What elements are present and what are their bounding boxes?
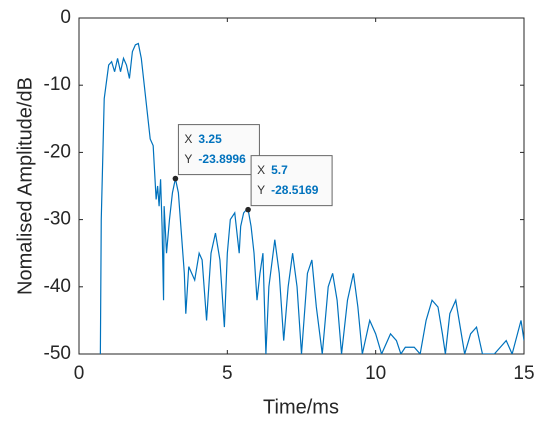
datatip-box [250, 155, 333, 207]
datatip-key: X [257, 163, 265, 177]
x-axis-label: Time/ms [263, 396, 339, 418]
x-tick-label: 10 [365, 363, 386, 384]
datatip-x: 3.25 [198, 132, 222, 146]
y-tick-label: -20 [44, 141, 71, 162]
y-tick-label: -50 [44, 343, 71, 364]
x-tick-label: 15 [513, 363, 534, 384]
datatip-key: Y [184, 152, 192, 166]
y-tick-label: -40 [44, 276, 71, 297]
datatip-y: -23.8996 [198, 152, 246, 166]
datatip-point [172, 175, 179, 182]
y-tick-label: 0 [60, 7, 71, 28]
datatip-box [177, 124, 260, 176]
x-tick-label: 0 [74, 363, 85, 384]
datatip-key: Y [257, 183, 265, 197]
datatip-x: 5.7 [271, 163, 288, 177]
datatip-y: -28.5169 [271, 183, 319, 197]
x-tick-label: 5 [222, 363, 233, 384]
datatip-point [245, 206, 251, 213]
y-tick-label: -10 [44, 74, 71, 95]
y-axis-label: Nomalised Amplitude/dB [14, 77, 36, 295]
y-tick-label: -30 [44, 209, 71, 230]
datatip-key: X [184, 132, 192, 146]
